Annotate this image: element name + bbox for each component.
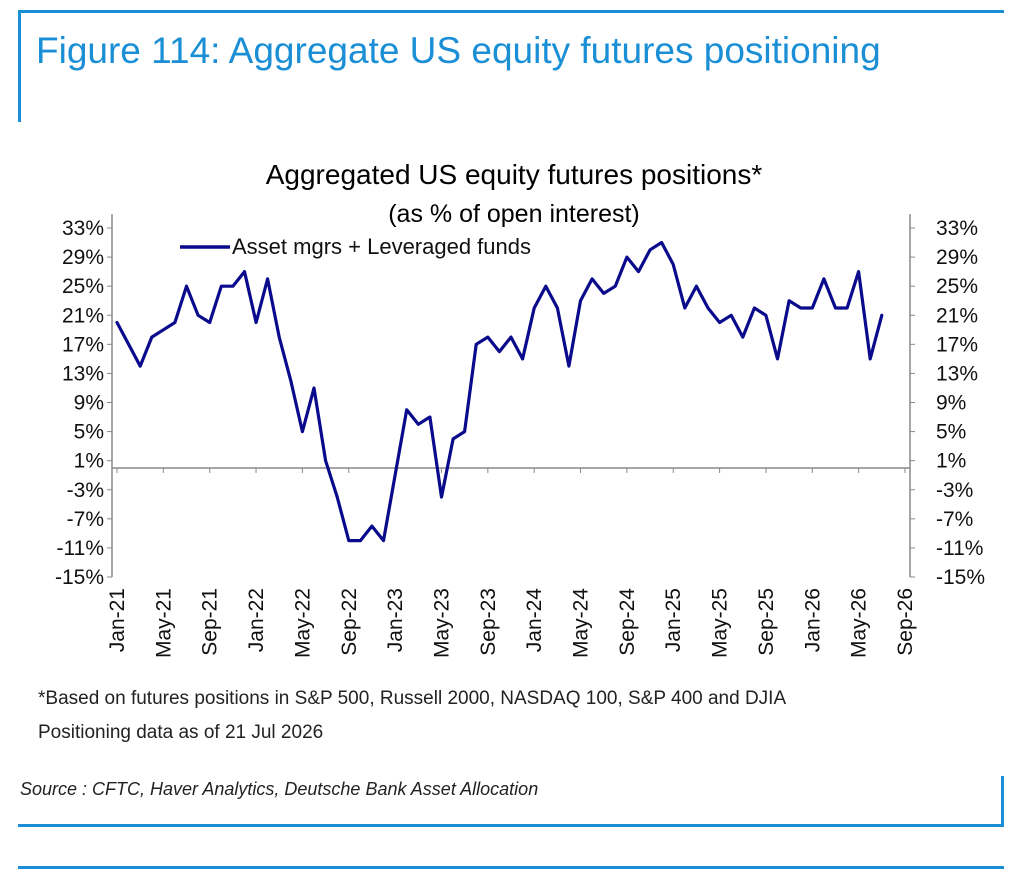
x-tick-label: May-26 <box>848 588 871 658</box>
x-tick-label: Sep-24 <box>616 588 639 656</box>
source-note: Source : CFTC, Haver Analytics, Deutsche… <box>20 779 539 799</box>
x-tick-label: Sep-26 <box>894 588 917 656</box>
figure-title: Figure 114: Aggregate US equity futures … <box>36 30 881 71</box>
y-tick-label-right: 9% <box>936 392 966 415</box>
chart-subtitle: (as % of open interest) <box>388 200 640 228</box>
y-tick-label-left: -7% <box>67 508 104 531</box>
y-tick-label-right: 17% <box>936 333 978 356</box>
footnote-basis: *Based on futures positions in S&P 500, … <box>38 688 787 709</box>
x-tick-label: Jan-22 <box>245 588 268 652</box>
x-tick-label: Sep-23 <box>477 588 500 656</box>
x-tick-label: May-25 <box>709 588 732 658</box>
y-tick-label-left: 33% <box>62 217 104 240</box>
x-tick-label: Jan-23 <box>384 588 407 652</box>
frame-left-border <box>18 10 21 122</box>
frame-top-border <box>18 10 1004 13</box>
y-tick-label-left: 29% <box>62 246 104 269</box>
series-line <box>115 240 884 543</box>
x-tick-label: May-23 <box>430 588 453 658</box>
x-tick-label: May-22 <box>291 588 314 658</box>
legend: Asset mgrs + Leveraged funds <box>180 234 531 259</box>
y-tick-label-right: -11% <box>936 537 983 560</box>
x-tick-label: Sep-22 <box>338 588 361 656</box>
y-tick-label-right: 13% <box>936 362 978 385</box>
line-chart: Aggregated US equity futures positions* … <box>55 159 985 658</box>
axes: 33% 33% 29% 29% 25% 25% 21% 21% 17% 17% 13% 13% 9% 9%… <box>55 214 985 658</box>
y-tick-label-right: -3% <box>936 479 973 502</box>
y-tick-label-right: -7% <box>936 508 973 531</box>
chart-title: Aggregated US equity futures positions* <box>266 159 763 190</box>
x-tick-label: May-21 <box>152 588 175 658</box>
x-tick-label: Sep-25 <box>755 588 778 656</box>
y-tick-label-right: 25% <box>936 275 978 298</box>
footnote-as-of: Positioning data as of 21 Jul 2026 <box>38 722 324 743</box>
x-tick-label: Jan-25 <box>662 588 685 652</box>
x-tick-label: Jan-21 <box>106 588 129 652</box>
y-tick-label-right: 5% <box>936 421 966 444</box>
y-tick-label-left: 9% <box>74 392 104 415</box>
x-tick-label: Sep-21 <box>199 588 222 656</box>
series-layer <box>115 240 884 543</box>
y-tick-label-left: 5% <box>74 421 104 444</box>
x-tick-label: Jan-26 <box>801 588 824 652</box>
y-tick-label-left: 21% <box>62 304 104 327</box>
footer-border <box>18 866 1004 869</box>
y-tick-label-right: 21% <box>936 304 978 327</box>
y-tick-label-left: -3% <box>67 479 104 502</box>
y-tick-label-right: 1% <box>936 450 966 473</box>
legend-label: Asset mgrs + Leveraged funds <box>232 234 531 259</box>
y-tick-label-right: 33% <box>936 217 978 240</box>
y-tick-label-right: 29% <box>936 246 978 269</box>
x-tick-label: May-24 <box>570 588 593 658</box>
y-tick-label-left: 13% <box>62 362 104 385</box>
frame-bottom-border <box>18 824 1004 827</box>
y-tick-label-left: -11% <box>57 537 104 560</box>
y-tick-label-left: 25% <box>62 275 104 298</box>
y-tick-label-left: 1% <box>74 450 104 473</box>
y-tick-label-right: -15% <box>936 566 985 589</box>
y-tick-label-left: 17% <box>62 333 104 356</box>
x-tick-label: Jan-24 <box>523 588 546 653</box>
frame-right-border <box>1001 776 1004 827</box>
y-tick-label-left: -15% <box>55 566 104 589</box>
